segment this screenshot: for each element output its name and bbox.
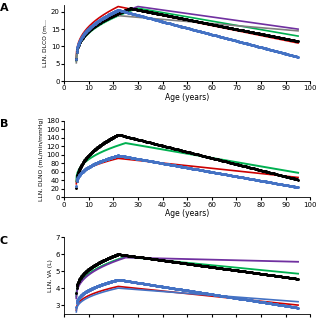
Y-axis label: LLN, DLCO (m…: LLN, DLCO (m… <box>43 19 48 67</box>
Y-axis label: LLN, DLNO (mL/min/mmHg): LLN, DLNO (mL/min/mmHg) <box>38 117 44 201</box>
Text: A: A <box>0 3 9 13</box>
Text: B: B <box>0 119 8 130</box>
Y-axis label: LLN, VA (L): LLN, VA (L) <box>48 259 52 292</box>
X-axis label: Age (years): Age (years) <box>165 209 209 218</box>
X-axis label: Age (years): Age (years) <box>165 93 209 102</box>
Text: C: C <box>0 236 8 246</box>
